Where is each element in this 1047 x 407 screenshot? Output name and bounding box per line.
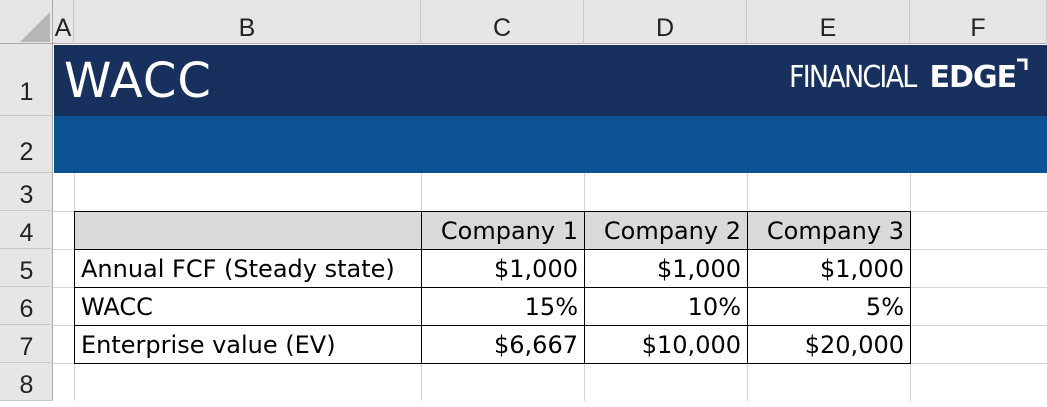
row-label[interactable]: Annual FCF (Steady state) <box>74 249 422 288</box>
calc-cell[interactable]: $10,000 <box>584 325 748 364</box>
row-header-8[interactable]: 8 <box>0 363 53 401</box>
header-cell-company-2[interactable]: Company 2 <box>584 211 748 250</box>
column-header-c[interactable]: C <box>421 0 584 44</box>
sheet-title: WACC <box>64 53 212 109</box>
calc-cell[interactable]: $20,000 <box>747 325 911 364</box>
logo-corner-arrow-icon <box>1017 58 1028 70</box>
table-row-enterprise-value: Enterprise value (EV) $6,667 $10,000 $20… <box>74 325 911 364</box>
row-header-1[interactable]: 1 <box>0 44 53 116</box>
header-cell-company-1[interactable]: Company 1 <box>421 211 585 250</box>
row-header-4[interactable]: 4 <box>0 211 53 249</box>
row-header-3[interactable]: 3 <box>0 173 53 211</box>
column-header-f[interactable]: F <box>910 0 1047 44</box>
row-header-6[interactable]: 6 <box>0 287 53 325</box>
row-header-2[interactable]: 2 <box>0 116 53 173</box>
wacc-table: Company 1 Company 2 Company 3 Annual FCF… <box>74 211 911 364</box>
logo-text-bold: EDGE <box>929 60 1018 95</box>
input-cell[interactable]: 10% <box>584 287 748 326</box>
financial-edge-logo: FINANCIAL EDGE <box>789 58 1028 95</box>
table-row-annual-fcf: Annual FCF (Steady state) $1,000 $1,000 … <box>74 249 911 288</box>
row-label[interactable]: WACC <box>74 287 422 326</box>
column-header-d[interactable]: D <box>584 0 747 44</box>
input-cell[interactable]: $1,000 <box>747 249 911 288</box>
table-header-row: Company 1 Company 2 Company 3 <box>74 211 911 250</box>
row-header-bar: 1 2 3 4 5 6 7 8 <box>0 44 53 401</box>
row-header-7[interactable]: 7 <box>0 325 53 363</box>
input-cell[interactable]: $1,000 <box>421 249 585 288</box>
logo-text-light: FINANCIAL <box>789 60 917 95</box>
column-header-b[interactable]: B <box>74 0 421 44</box>
row-label[interactable]: Enterprise value (EV) <box>74 325 422 364</box>
header-cell-blank[interactable] <box>74 211 422 250</box>
gridline <box>53 363 1047 364</box>
input-cell[interactable]: 5% <box>747 287 911 326</box>
table-row-wacc: WACC 15% 10% 5% <box>74 287 911 326</box>
title-banner: WACC FINANCIAL EDGE <box>54 45 1047 116</box>
select-all-triangle-icon <box>20 12 50 42</box>
input-cell[interactable]: $1,000 <box>584 249 748 288</box>
input-cell[interactable]: 15% <box>421 287 585 326</box>
row-header-5[interactable]: 5 <box>0 249 53 287</box>
column-header-bar: A B C D E F <box>0 0 1047 44</box>
calc-cell[interactable]: $6,667 <box>421 325 585 364</box>
header-cell-company-3[interactable]: Company 3 <box>747 211 911 250</box>
select-all-button[interactable] <box>0 0 53 44</box>
column-header-e[interactable]: E <box>747 0 910 44</box>
subtitle-banner <box>54 116 1047 173</box>
column-header-a[interactable]: A <box>53 0 74 44</box>
